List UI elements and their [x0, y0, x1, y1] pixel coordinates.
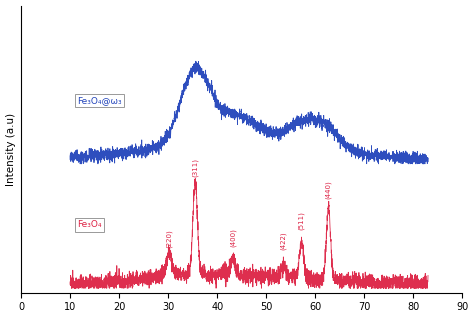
Text: Fe₃O₄: Fe₃O₄ [77, 220, 102, 229]
Text: Fe₃O₄@ω₃: Fe₃O₄@ω₃ [77, 96, 122, 105]
Text: (311): (311) [192, 158, 199, 177]
Text: (511): (511) [298, 211, 305, 230]
Text: (400): (400) [229, 228, 236, 247]
Y-axis label: Intensity (a.u): Intensity (a.u) [6, 113, 16, 186]
Text: (422): (422) [280, 232, 287, 250]
Text: (440): (440) [325, 180, 332, 199]
Text: (220): (220) [166, 229, 173, 248]
